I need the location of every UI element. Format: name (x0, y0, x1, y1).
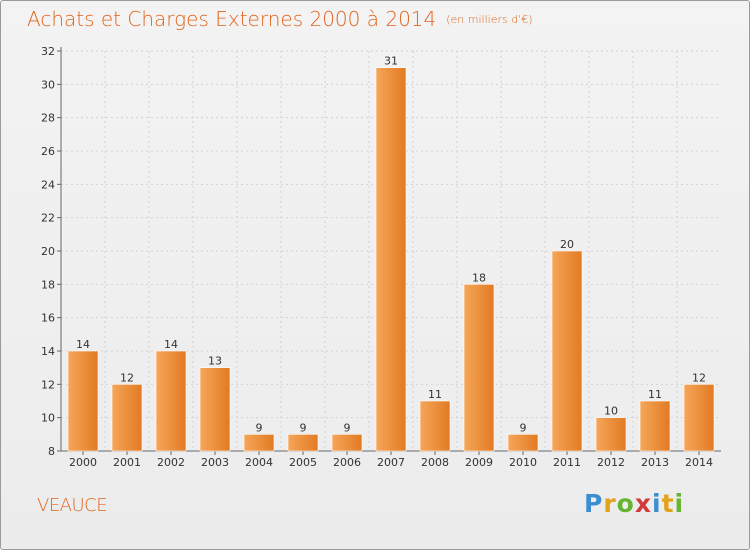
bar-2005[interactable] (287, 434, 319, 452)
bar-2009[interactable] (463, 284, 495, 452)
y-tick-label: 14 (41, 345, 55, 358)
x-tick-label: 2006 (333, 456, 361, 469)
commune-name: VEAUCE (37, 495, 108, 516)
value-label: 20 (560, 238, 574, 251)
value-label: 11 (428, 388, 442, 401)
value-label: 12 (120, 371, 134, 384)
x-tick-label: 2014 (685, 456, 713, 469)
y-tick-label: 18 (41, 278, 55, 291)
y-tick-label: 16 (41, 312, 55, 325)
bar-2003[interactable] (199, 367, 231, 452)
bar-2002[interactable] (155, 350, 187, 452)
title-text: Achats et Charges Externes 2000 à 2014 (27, 7, 437, 31)
logo-letter: i (652, 489, 662, 518)
value-label: 18 (472, 271, 486, 284)
y-tick-label: 12 (41, 378, 55, 391)
value-label: 14 (164, 338, 178, 351)
bar-2011[interactable] (551, 250, 583, 452)
bar-layer (67, 67, 715, 452)
y-tick-label: 8 (48, 445, 55, 458)
y-tick-label: 30 (41, 78, 55, 91)
value-label: 9 (300, 421, 307, 434)
bar-2001[interactable] (111, 384, 143, 452)
bar-2000[interactable] (67, 350, 99, 452)
value-label: 12 (692, 371, 706, 384)
y-tick-label: 32 (41, 45, 55, 58)
x-tick-label: 2008 (421, 456, 449, 469)
label-layer: 14 12 14 13 9 9 9 31 11 18 9 20 10 11 12 (76, 55, 706, 435)
proxiti-logo[interactable]: Proxiti (584, 489, 684, 518)
value-label: 9 (520, 421, 527, 434)
x-tick-label: 2000 (69, 456, 97, 469)
value-label: 13 (208, 355, 222, 368)
bar-2012[interactable] (595, 417, 627, 452)
axis-layer: 8 10 12 14 16 18 20 22 24 26 28 30 32 2000 2001 2002 200… (41, 45, 721, 469)
bar-2004[interactable] (243, 434, 275, 452)
logo-letter: t (661, 489, 675, 518)
x-tick-label: 2009 (465, 456, 493, 469)
value-label: 10 (604, 405, 618, 418)
x-tick-label: 2003 (201, 456, 229, 469)
y-tick-label: 24 (41, 178, 55, 191)
x-tick-label: 2005 (289, 456, 317, 469)
y-tick-label: 28 (41, 112, 55, 125)
chart-title: Achats et Charges Externes 2000 à 2014 (e… (27, 7, 533, 31)
bar-2013[interactable] (639, 400, 671, 452)
x-tick-label: 2007 (377, 456, 405, 469)
bar-2006[interactable] (331, 434, 363, 452)
logo-letter: x (634, 489, 652, 518)
logo-letter: i (674, 489, 685, 518)
y-tick-label: 20 (41, 245, 55, 258)
value-label: 9 (344, 421, 351, 434)
logo-letter: r (603, 489, 617, 518)
x-tick-label: 2013 (641, 456, 669, 469)
x-tick-label: 2010 (509, 456, 537, 469)
y-tick-label: 10 (41, 412, 55, 425)
value-label: 11 (648, 388, 662, 401)
logo-letter: P (584, 489, 604, 518)
x-tick-label: 2004 (245, 456, 273, 469)
value-label: 31 (384, 55, 398, 68)
unit-label: (en milliers d'€) (446, 13, 533, 26)
bar-2014[interactable] (683, 384, 715, 452)
x-tick-label: 2001 (113, 456, 141, 469)
x-tick-label: 2011 (553, 456, 581, 469)
bar-2008[interactable] (419, 400, 451, 452)
logo-letter: o (616, 489, 635, 518)
value-label: 14 (76, 338, 90, 351)
y-tick-label: 26 (41, 145, 55, 158)
bar-2010[interactable] (507, 434, 539, 452)
x-tick-label: 2002 (157, 456, 185, 469)
y-tick-label: 22 (41, 212, 55, 225)
x-tick-label: 2012 (597, 456, 625, 469)
bar-2007[interactable] (375, 67, 407, 452)
value-label: 9 (256, 421, 263, 434)
